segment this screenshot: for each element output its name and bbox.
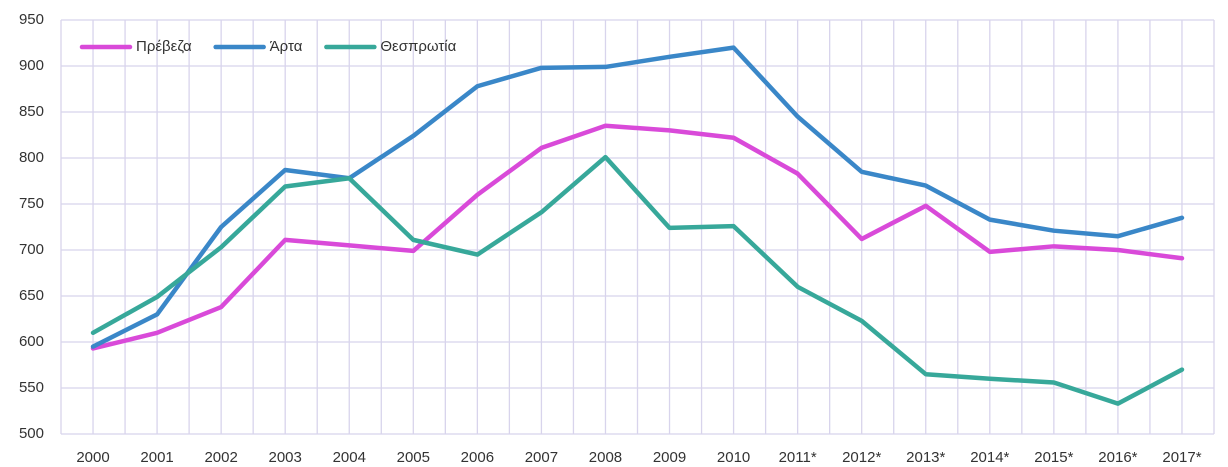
y-tick-label: 700	[19, 241, 44, 258]
legend-label: Άρτα	[270, 38, 303, 55]
x-tick-label: 2007	[525, 449, 558, 466]
x-tick-label: 2004	[333, 449, 366, 466]
x-tick-label: 2013*	[906, 449, 945, 466]
x-tick-label: 2014*	[970, 449, 1009, 466]
series-line	[90, 154, 1185, 406]
y-tick-label: 900	[19, 57, 44, 74]
x-tick-label: 2009	[653, 449, 686, 466]
series-line	[90, 123, 1185, 351]
x-tick-label: 2011*	[779, 449, 817, 466]
legend-label: Θεσπρωτία	[380, 38, 456, 55]
y-tick-label: 550	[19, 379, 44, 396]
x-tick-label: 2016*	[1098, 449, 1137, 466]
y-tick-label: 500	[19, 425, 44, 442]
y-tick-label: 800	[19, 149, 44, 166]
series-line	[90, 45, 1185, 349]
y-tick-label: 750	[19, 195, 44, 212]
x-tick-label: 2001	[140, 449, 173, 466]
x-tick-label: 2015*	[1034, 449, 1073, 466]
x-tick-label: 2003	[269, 449, 302, 466]
x-tick-label: 2002	[204, 449, 237, 466]
y-tick-label: 850	[19, 103, 44, 120]
x-tick-label: 2005	[397, 449, 430, 466]
legend-label: Πρέβεζα	[136, 38, 192, 55]
x-tick-label: 2017*	[1162, 449, 1201, 466]
x-tick-label: 2010	[717, 449, 750, 466]
y-tick-label: 650	[19, 287, 44, 304]
x-tick-label: 2008	[589, 449, 622, 466]
x-tick-label: 2006	[461, 449, 494, 466]
y-tick-label: 950	[19, 11, 44, 28]
x-tick-label: 2000	[76, 449, 109, 466]
x-tick-label: 2012*	[842, 449, 881, 466]
y-tick-label: 600	[19, 333, 44, 350]
